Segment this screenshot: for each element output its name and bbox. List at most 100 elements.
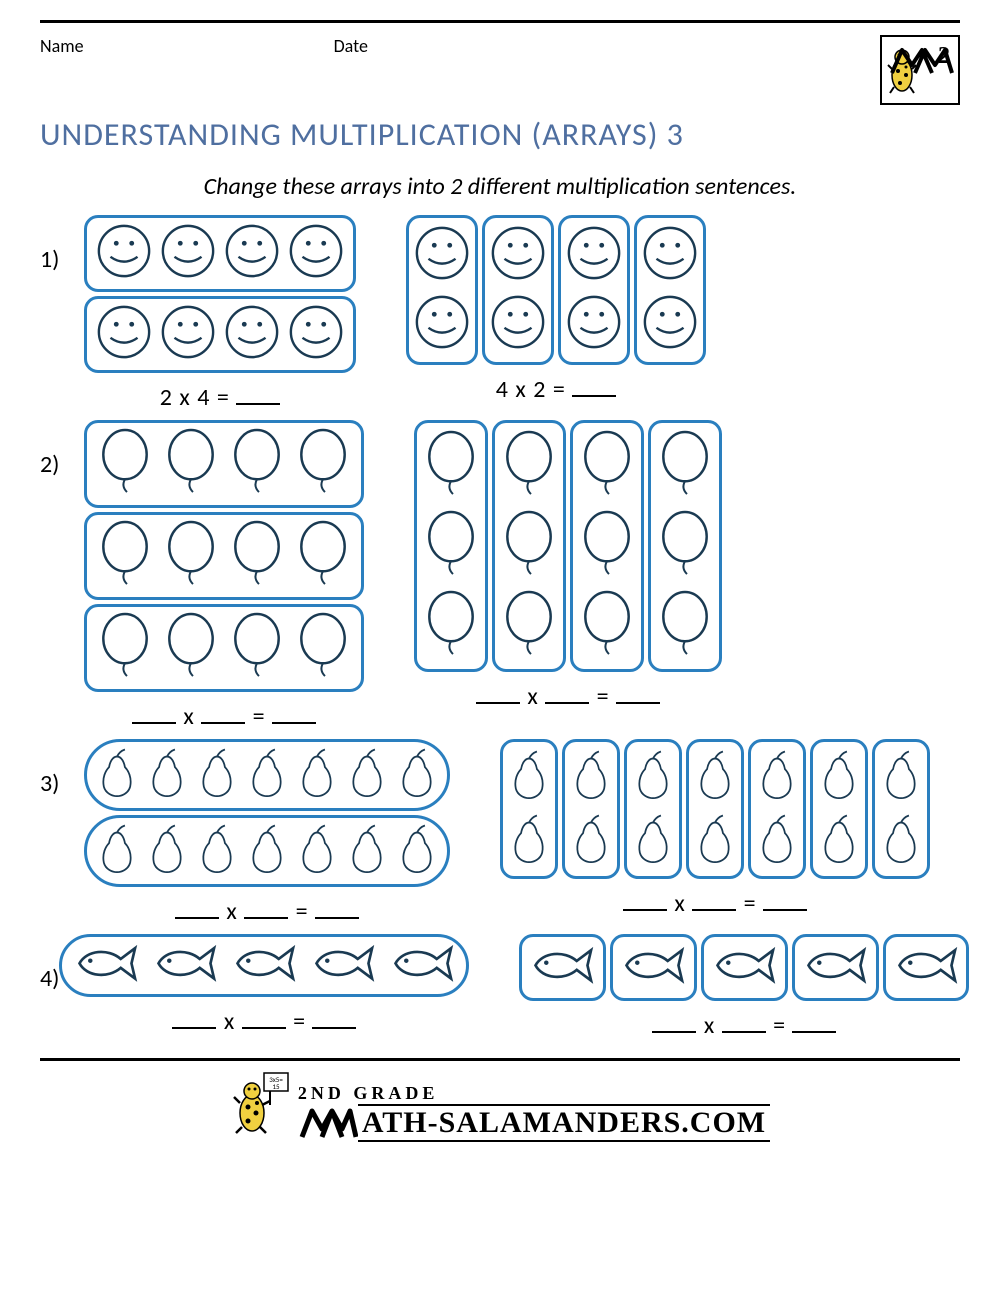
pear-icon bbox=[195, 822, 239, 880]
equation: x = bbox=[132, 702, 316, 731]
footer: 3x5= 15 2ND GRADE ATH-SALAMANDERS.COM bbox=[40, 1058, 960, 1142]
smiley-icon bbox=[565, 224, 623, 287]
equation: x = bbox=[652, 1011, 836, 1040]
equation-val: 2 bbox=[160, 383, 172, 412]
fish-icon bbox=[70, 941, 143, 991]
array-col bbox=[519, 934, 606, 1002]
balloon-icon bbox=[421, 429, 481, 503]
pear-icon bbox=[395, 822, 439, 880]
answer-blank[interactable] bbox=[623, 889, 667, 911]
balloon-icon bbox=[499, 509, 559, 583]
pear-icon bbox=[879, 748, 923, 806]
row-groups bbox=[84, 215, 356, 373]
equation: x = bbox=[172, 1007, 356, 1036]
col-groups bbox=[414, 420, 722, 672]
answer-blank[interactable] bbox=[616, 682, 660, 704]
pear-icon bbox=[693, 748, 737, 806]
pear-icon bbox=[95, 746, 139, 804]
pear-icon bbox=[631, 812, 675, 870]
answer-blank[interactable] bbox=[132, 702, 176, 724]
answer-blank[interactable] bbox=[244, 897, 288, 919]
answer-blank[interactable] bbox=[312, 1007, 356, 1029]
balloon-icon bbox=[655, 589, 715, 663]
answer-blank[interactable] bbox=[722, 1011, 766, 1033]
equation: 4 x 2 = bbox=[496, 375, 616, 404]
array-row bbox=[84, 739, 450, 811]
smiley-icon bbox=[413, 293, 471, 356]
pear-icon bbox=[395, 746, 439, 804]
answer-blank[interactable] bbox=[476, 682, 520, 704]
answer-blank[interactable] bbox=[272, 702, 316, 724]
array-row bbox=[84, 815, 450, 887]
array-left: x = bbox=[84, 739, 450, 926]
equation-val: 2 bbox=[533, 375, 545, 404]
page-title: UNDERSTANDING MULTIPLICATION (ARRAYS) 3 bbox=[40, 115, 960, 154]
smiley-icon bbox=[641, 224, 699, 287]
row-groups bbox=[59, 934, 469, 998]
smiley-icon bbox=[287, 303, 345, 366]
pear-icon bbox=[245, 746, 289, 804]
array-right: x = bbox=[500, 739, 930, 926]
fish-icon bbox=[307, 941, 380, 991]
pear-icon bbox=[879, 812, 923, 870]
pear-icon bbox=[295, 822, 339, 880]
pear-icon bbox=[693, 812, 737, 870]
answer-blank[interactable] bbox=[692, 889, 736, 911]
problem-number: 4) bbox=[40, 934, 59, 993]
pear-icon bbox=[345, 746, 389, 804]
pear-icon bbox=[569, 748, 613, 806]
fish-icon bbox=[890, 943, 963, 993]
answer-blank[interactable] bbox=[652, 1011, 696, 1033]
balloon-icon bbox=[577, 429, 637, 503]
balloon-icon bbox=[577, 509, 637, 583]
answer-blank[interactable] bbox=[201, 702, 245, 724]
header-row: Name Date 2 bbox=[40, 35, 960, 105]
fish-icon bbox=[228, 941, 301, 991]
answer-blank[interactable] bbox=[172, 1007, 216, 1029]
equation: x = bbox=[623, 889, 807, 918]
balloon-icon bbox=[227, 427, 287, 501]
array-col bbox=[701, 934, 788, 1002]
fish-icon bbox=[386, 941, 459, 991]
array-col bbox=[810, 739, 868, 879]
pear-icon bbox=[817, 812, 861, 870]
pear-icon bbox=[295, 746, 339, 804]
logo-m-icon bbox=[887, 45, 957, 75]
array-right: x = bbox=[414, 420, 722, 731]
array-col bbox=[482, 215, 554, 365]
answer-blank[interactable] bbox=[236, 383, 280, 405]
equation-val: 4 bbox=[197, 383, 209, 412]
answer-blank[interactable] bbox=[763, 889, 807, 911]
footer-grade: 2ND GRADE bbox=[298, 1083, 770, 1104]
answer-blank[interactable] bbox=[175, 897, 219, 919]
smiley-icon bbox=[489, 293, 547, 356]
smiley-icon bbox=[641, 293, 699, 356]
balloon-icon bbox=[95, 519, 155, 593]
pear-icon bbox=[569, 812, 613, 870]
array-col bbox=[406, 215, 478, 365]
problem-number: 1) bbox=[40, 215, 84, 274]
answer-blank[interactable] bbox=[242, 1007, 286, 1029]
array-col bbox=[492, 420, 566, 672]
pear-icon bbox=[507, 812, 551, 870]
array-col bbox=[686, 739, 744, 879]
array-col bbox=[748, 739, 806, 879]
array-col bbox=[610, 934, 697, 1002]
array-col bbox=[872, 739, 930, 879]
smiley-icon bbox=[489, 224, 547, 287]
balloon-icon bbox=[161, 519, 221, 593]
pear-icon bbox=[755, 748, 799, 806]
answer-blank[interactable] bbox=[315, 897, 359, 919]
equation: x = bbox=[175, 897, 359, 926]
fish-icon bbox=[799, 943, 872, 993]
answer-blank[interactable] bbox=[792, 1011, 836, 1033]
answer-blank[interactable] bbox=[572, 375, 616, 397]
balloon-icon bbox=[293, 519, 353, 593]
fish-icon bbox=[708, 943, 781, 993]
answer-blank[interactable] bbox=[545, 682, 589, 704]
balloon-icon bbox=[161, 611, 221, 685]
array-col bbox=[558, 215, 630, 365]
array-row bbox=[59, 934, 469, 998]
array-left: x = bbox=[84, 420, 364, 731]
array-col bbox=[792, 934, 879, 1002]
